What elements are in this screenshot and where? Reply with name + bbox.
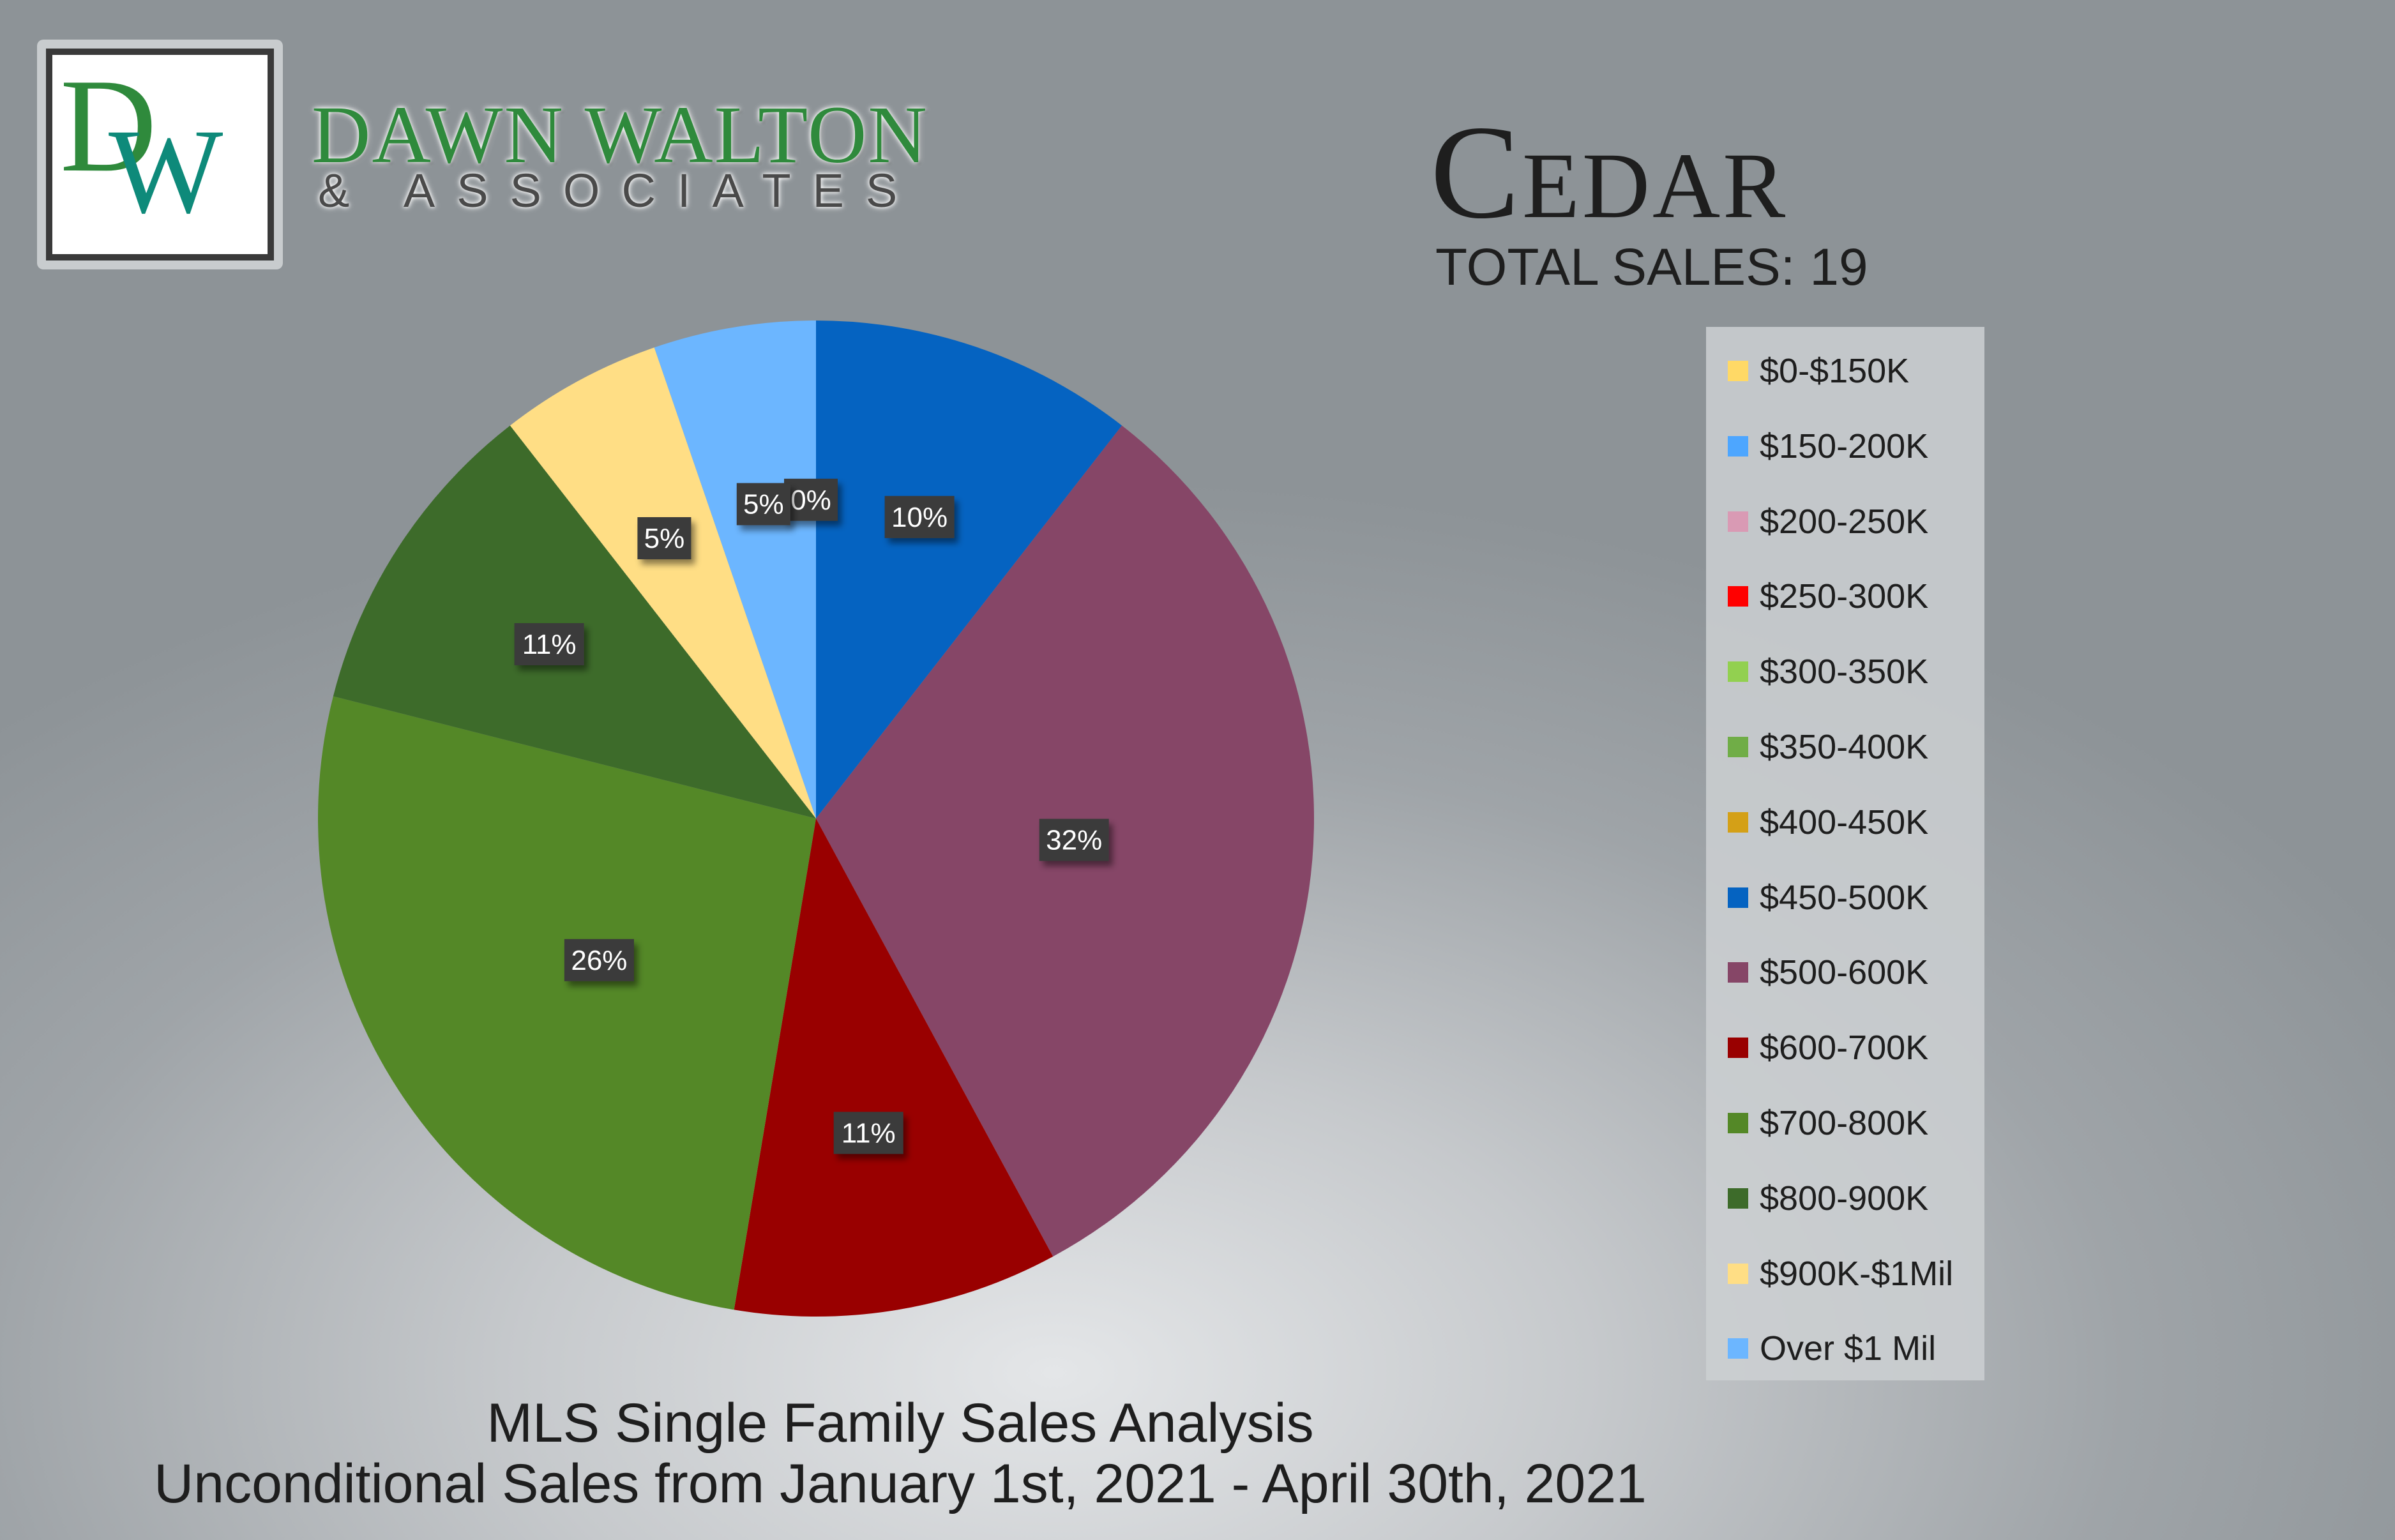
legend-swatch xyxy=(1728,887,1748,908)
legend-label: Over $1 Mil xyxy=(1760,1329,1937,1368)
data-label-text: 11% xyxy=(842,1117,896,1149)
data-label-box xyxy=(736,483,790,525)
legend-item: $400-450K xyxy=(1728,800,1928,845)
legend-item: $900K-$1Mil xyxy=(1728,1251,1953,1296)
legend-swatch xyxy=(1728,511,1748,532)
data-label-box xyxy=(637,517,691,559)
pie-slice xyxy=(816,321,1122,819)
data-label: 0% xyxy=(784,478,838,521)
legend-label: $400-450K xyxy=(1760,803,1929,842)
data-label-box xyxy=(884,495,955,538)
data-label-text: 5% xyxy=(743,489,784,520)
legend-swatch xyxy=(1728,435,1748,457)
data-label-box xyxy=(564,939,634,981)
legend-item: Over $1 Mil xyxy=(1728,1326,1936,1371)
legend-label: $0-$150K xyxy=(1760,352,1910,390)
legend-item: $150-200K xyxy=(1728,424,1928,469)
data-label: 11% xyxy=(514,623,584,665)
data-label-text: 0% xyxy=(790,485,831,516)
data-label-text: 26% xyxy=(571,945,627,976)
brand-subtitle: & ASSOCIATES xyxy=(318,164,919,217)
legend-swatch xyxy=(1728,661,1748,683)
data-label-box xyxy=(514,623,584,665)
legend-label: $700-800K xyxy=(1760,1104,1929,1142)
data-label-box xyxy=(833,1112,903,1154)
legend-label: $600-700K xyxy=(1760,1029,1929,1068)
brand-name: DAWN WALTON xyxy=(312,89,928,180)
data-label-text: 11% xyxy=(522,629,577,660)
legend-label: $300-350K xyxy=(1760,653,1929,691)
legend-item: $200-250K xyxy=(1728,499,1928,544)
data-label: 10% xyxy=(884,495,955,538)
data-label-box xyxy=(1039,819,1109,861)
legend-label: $150-200K xyxy=(1760,427,1929,465)
legend-swatch xyxy=(1728,1113,1748,1133)
logo-letter-d: D xyxy=(60,52,157,200)
data-label-text: 32% xyxy=(1046,825,1102,856)
chart-title-city: Cedar xyxy=(1430,98,1788,246)
legend-item: $300-350K xyxy=(1728,649,1928,694)
data-label: 11% xyxy=(833,1112,903,1154)
legend-label: $250-300K xyxy=(1760,577,1929,616)
legend-swatch xyxy=(1728,737,1748,757)
legend-label: $450-500K xyxy=(1760,878,1929,917)
data-label: 26% xyxy=(564,939,634,981)
legend-label: $900K-$1Mil xyxy=(1760,1254,1954,1293)
data-label: 32% xyxy=(1039,819,1109,861)
data-label: 5% xyxy=(736,483,790,525)
data-label-box xyxy=(784,478,838,521)
data-label-text: 10% xyxy=(891,502,948,533)
footer-title: MLS Single Family Sales Analysis xyxy=(487,1393,1314,1454)
pie-slice xyxy=(510,347,816,819)
legend-item: $350-400K xyxy=(1728,725,1928,769)
logo-letter-w: W xyxy=(109,105,223,239)
total-sales: TOTAL SALES: 19 xyxy=(1435,238,1868,296)
pie-slice xyxy=(318,696,816,1310)
data-label-text: 5% xyxy=(644,523,685,554)
legend-label: $350-400K xyxy=(1760,728,1929,766)
legend-label: $200-250K xyxy=(1760,502,1929,541)
pie-slice xyxy=(654,321,816,819)
footer-subtitle: Unconditional Sales from January 1st, 20… xyxy=(154,1453,1647,1514)
legend-item: $700-800K xyxy=(1728,1101,1928,1145)
legend-swatch xyxy=(1728,1263,1748,1284)
legend-swatch xyxy=(1728,1188,1748,1209)
legend-item: $500-600K xyxy=(1728,950,1928,995)
legend-label: $800-900K xyxy=(1760,1179,1929,1218)
legend-swatch xyxy=(1728,586,1748,607)
legend-swatch xyxy=(1728,1038,1748,1059)
logo: D W xyxy=(37,40,283,269)
legend-item: $450-500K xyxy=(1728,875,1928,920)
pie-slice xyxy=(734,819,1054,1317)
legend-item: $600-700K xyxy=(1728,1025,1928,1070)
legend-swatch xyxy=(1728,1338,1748,1359)
legend-label: $500-600K xyxy=(1760,953,1929,992)
legend-swatch xyxy=(1728,812,1748,833)
pie-slice xyxy=(333,425,816,819)
logo-mark: D W xyxy=(46,49,274,260)
legend-item: $800-900K xyxy=(1728,1176,1928,1221)
chart-legend: $0-$150K $150-200K $200-250K $250-300K $300-… xyxy=(1706,327,1984,1380)
legend-item: $250-300K xyxy=(1728,574,1928,619)
legend-item: $0-$150K xyxy=(1728,349,1909,393)
legend-swatch xyxy=(1728,962,1748,983)
legend-swatch xyxy=(1728,361,1748,381)
data-label: 5% xyxy=(637,517,691,559)
